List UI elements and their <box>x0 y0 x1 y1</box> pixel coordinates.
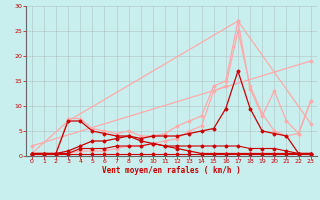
X-axis label: Vent moyen/en rafales ( km/h ): Vent moyen/en rafales ( km/h ) <box>102 166 241 175</box>
